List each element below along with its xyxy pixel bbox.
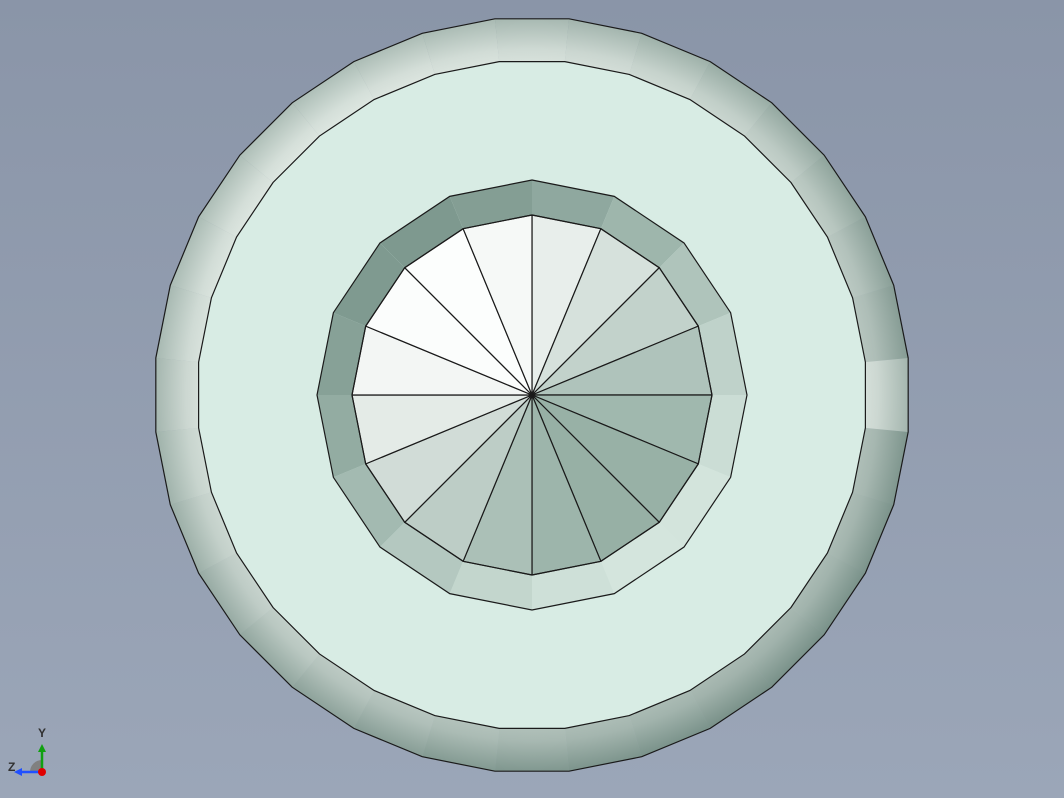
axis-label-y: Y [38,726,46,740]
model-canvas[interactable] [0,0,1064,798]
cad-viewport[interactable]: Y Z [0,0,1064,798]
orientation-triad[interactable]: Y Z [10,728,70,788]
axis-x-tip [38,768,46,776]
axis-label-z: Z [8,760,15,774]
axis-y-arrow [38,744,46,752]
